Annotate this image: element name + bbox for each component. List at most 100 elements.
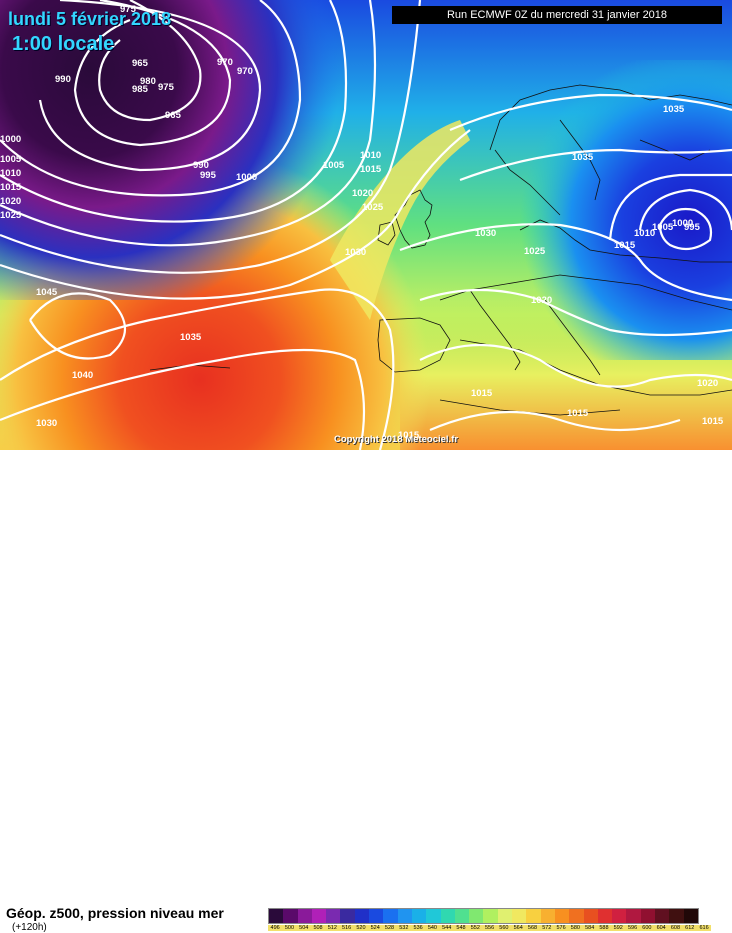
scale-swatch (354, 909, 370, 923)
scale-label: 604 (654, 925, 669, 931)
scale-label: 512 (325, 925, 340, 931)
scale-swatch (655, 909, 670, 923)
pressure-labels: 975 965 970 970 990 980 985 975 965 990 … (0, 4, 724, 441)
pressure-label: 990 (193, 160, 209, 171)
pressure-label: 1030 (36, 418, 57, 429)
pressure-label: 1030 (475, 228, 496, 239)
scale-label: 508 (310, 925, 326, 931)
scale-label: 560 (496, 925, 512, 931)
scale-swatch (411, 909, 427, 923)
scale-label: 564 (511, 925, 526, 931)
pressure-label: 1015 (702, 416, 724, 427)
scale-label: 496 (268, 925, 283, 931)
pressure-label: 1025 (524, 246, 546, 257)
forecast-time: 1:00 locale (12, 33, 115, 55)
scale-swatch (269, 909, 284, 923)
scale-label: 572 (539, 925, 554, 931)
scale-label: 580 (568, 925, 583, 931)
scale-label: 516 (339, 925, 354, 931)
pressure-label: 975 (158, 82, 175, 93)
pressure-label: 1035 (180, 332, 202, 343)
footer: Géop. z500, pression niveau mer (+120h) … (0, 450, 732, 933)
pressure-label: 1015 (360, 164, 382, 175)
pressure-label: 1005 (323, 160, 345, 171)
scale-swatch (640, 909, 656, 923)
scale-label: 556 (482, 925, 497, 931)
scale-swatch (297, 909, 312, 923)
scale-swatch (311, 909, 327, 923)
map-title: Géop. z500, pression niveau mer (6, 905, 224, 921)
pressure-label: 1035 (572, 152, 594, 163)
scale-swatch (397, 909, 412, 923)
scale-label: 584 (582, 925, 597, 931)
forecast-lead-time: (+120h) (12, 922, 47, 933)
weather-map: 975 965 970 970 990 980 985 975 965 990 … (0, 0, 732, 450)
isobars (0, 0, 732, 450)
scale-swatch (426, 909, 441, 923)
scale-swatch (340, 909, 355, 923)
pressure-label: 1000 (672, 218, 693, 229)
pressure-label: 1020 (531, 295, 552, 306)
pressure-label: 1000 (236, 172, 257, 183)
scale-label: 548 (453, 925, 469, 931)
pressure-label: 965 (132, 58, 149, 69)
scale-label: 536 (410, 925, 426, 931)
scale-swatch (369, 909, 384, 923)
pressure-label: 1010 (634, 228, 655, 239)
pressure-label: 975 (120, 4, 137, 15)
pressure-label: 995 (200, 170, 217, 181)
scale-label: 568 (525, 925, 540, 931)
pressure-label: 1025 (362, 202, 384, 213)
pressure-label: 970 (237, 66, 253, 77)
pressure-label: 980 (140, 76, 156, 87)
pressure-label: 1020 (352, 188, 373, 199)
pressure-label: 1015 (398, 430, 420, 441)
pressure-label: 1040 (72, 370, 93, 381)
pressure-label: 1015 (567, 408, 589, 419)
pressure-label: 1015 (614, 240, 636, 251)
scale-label: 500 (282, 925, 297, 931)
scale-label: 588 (596, 925, 612, 931)
scale-swatch (483, 909, 498, 923)
scale-label: 552 (468, 925, 483, 931)
scale-swatch (283, 909, 298, 923)
pressure-label: 985 (132, 84, 149, 95)
scale-swatch (683, 909, 698, 923)
pressure-label: 970 (217, 57, 233, 68)
scale-label: 532 (396, 925, 411, 931)
scale-swatch (554, 909, 570, 923)
pressure-label: 1000 (0, 134, 21, 145)
pressure-label: 1010 (360, 150, 381, 161)
scale-swatch (583, 909, 598, 923)
scale-label: 608 (668, 925, 683, 931)
pressure-label: 1025 (0, 210, 22, 221)
scale-swatch (597, 909, 613, 923)
pressure-label: 990 (55, 74, 71, 85)
scale-swatch (540, 909, 555, 923)
scale-swatch (612, 909, 627, 923)
scale-swatch (569, 909, 584, 923)
scale-swatch (469, 909, 484, 923)
copyright: Copyright 2018 Meteociel.fr (334, 434, 459, 445)
scale-swatch (383, 909, 398, 923)
scale-swatch (440, 909, 455, 923)
scale-label: 616 (696, 925, 712, 931)
pressure-label: 1020 (697, 378, 718, 389)
scale-label: 612 (682, 925, 697, 931)
color-scale-labels: 496 500 504 508 512 516 520 524 528 532 536 540 544 5… (268, 925, 712, 931)
pressure-label: 1030 (345, 247, 366, 258)
pressure-label: 1045 (36, 287, 58, 298)
scale-swatch (454, 909, 470, 923)
pressure-label: 1010 (0, 168, 21, 179)
scale-label: 596 (625, 925, 640, 931)
scale-label: 544 (439, 925, 454, 931)
pressure-label: 1005 (0, 154, 22, 165)
scale-swatch (512, 909, 527, 923)
scale-swatch (326, 909, 341, 923)
pressure-label: 995 (684, 222, 701, 233)
scale-label: 592 (611, 925, 626, 931)
model-run-label: Run ECMWF 0Z du mercredi 31 janvier 2018 (392, 6, 722, 24)
forecast-date: lundi 5 février 2018 (8, 9, 172, 29)
color-scale (268, 908, 699, 924)
scale-label: 520 (353, 925, 369, 931)
